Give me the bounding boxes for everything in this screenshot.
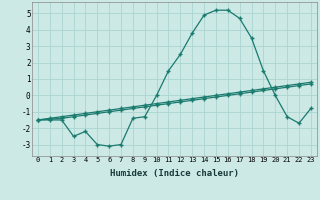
X-axis label: Humidex (Indice chaleur): Humidex (Indice chaleur) [110,169,239,178]
